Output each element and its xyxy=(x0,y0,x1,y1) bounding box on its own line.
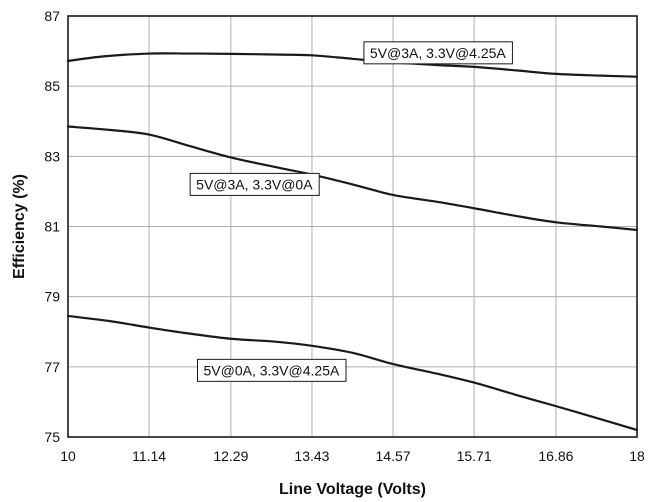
series-label-text: 5V@0A, 3.3V@4.25A xyxy=(203,362,339,378)
series-label-2: 5V@3A, 3.3V@0A xyxy=(189,172,320,196)
series-line-3 xyxy=(66,314,639,432)
series-layer xyxy=(66,52,639,432)
series-line-2 xyxy=(66,125,639,232)
series-label-text: 5V@3A, 3.3V@4.25A xyxy=(370,45,506,61)
x-tick-label: 15.71 xyxy=(457,448,492,464)
y-tick-label: 79 xyxy=(44,289,60,305)
x-axis-title: Line Voltage (Volts) xyxy=(279,481,426,498)
series-label-3: 5V@0A, 3.3V@4.25A xyxy=(196,358,347,382)
x-tick-label: 12.29 xyxy=(213,448,248,464)
y-tick-label: 85 xyxy=(44,78,60,94)
series-label-box xyxy=(189,172,320,196)
x-tick-label: 11.14 xyxy=(132,448,166,464)
y-tick-labels: 75 77 79 81 83 85 87 xyxy=(44,8,60,445)
grid-layer xyxy=(67,15,638,438)
y-tick-label: 87 xyxy=(44,8,60,24)
x-tick-label: 16.86 xyxy=(538,448,573,464)
y-tick-label: 83 xyxy=(44,148,60,164)
x-tick-label: 14.57 xyxy=(376,448,411,464)
series-line-1 xyxy=(66,52,639,78)
x-tick-label: 10 xyxy=(60,448,76,464)
annotation-layer: 5V@3A, 3.3V@4.25A 5V@3A, 3.3V@0A 5V@0A, 3.… xyxy=(189,41,513,382)
series-label-box xyxy=(363,41,513,65)
series-label-1: 5V@3A, 3.3V@4.25A xyxy=(363,41,513,65)
x-tick-label: 13.43 xyxy=(294,448,329,464)
y-tick-label: 77 xyxy=(44,359,60,375)
y-axis-title: Efficiency (%) xyxy=(11,174,28,279)
y-tick-label: 81 xyxy=(44,219,60,235)
series-label-text: 5V@3A, 3.3V@0A xyxy=(196,176,313,192)
plot-frame xyxy=(67,15,638,438)
y-tick-label: 75 xyxy=(44,429,60,445)
series-label-box xyxy=(196,358,347,382)
x-tick-label: 18 xyxy=(629,448,645,464)
x-tick-labels: 10 11.14 12.29 13.43 14.57 15.71 16.86 18 xyxy=(60,448,645,464)
